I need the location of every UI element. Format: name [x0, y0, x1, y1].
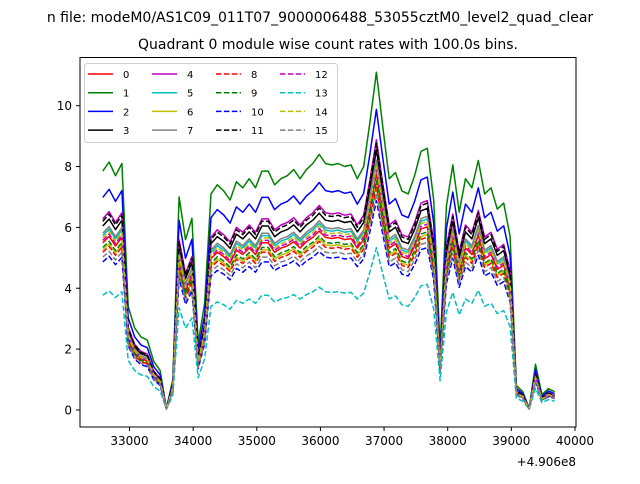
x-tick-label: 36000 [301, 434, 339, 448]
legend-label: 1 [123, 89, 129, 100]
x-tick-label: 34000 [174, 434, 212, 448]
legend-label: 0 [123, 70, 129, 81]
legend-label: 12 [315, 70, 328, 81]
legend-label: 14 [315, 107, 328, 118]
series-layer [102, 71, 555, 410]
x-tick-label: 40000 [556, 434, 594, 448]
y-tick-label: 6 [64, 221, 72, 235]
legend-label: 15 [315, 126, 328, 137]
x-tick-label: 39000 [492, 434, 530, 448]
x-tick-label: 33000 [110, 434, 148, 448]
legend-label: 7 [187, 126, 193, 137]
x-axis: 33000 34000 35000 36000 37000 38000 39000 40000 [110, 427, 594, 448]
legend-label: 3 [123, 126, 129, 137]
legend-label: 4 [187, 70, 193, 81]
legend-label: 10 [251, 107, 264, 118]
legend-label: 11 [251, 126, 264, 137]
y-tick-label: 4 [64, 282, 72, 296]
y-tick-label: 10 [57, 99, 72, 113]
series-line-13 [102, 247, 555, 410]
y-tick-label: 0 [64, 403, 72, 417]
legend-label: 13 [315, 89, 328, 100]
x-tick-label: 35000 [238, 434, 276, 448]
x-tick-label: 38000 [429, 434, 467, 448]
legend-frame [84, 63, 338, 143]
series-line-14 [102, 166, 555, 410]
legend-label: 2 [123, 107, 129, 118]
series-line-10 [102, 199, 555, 410]
x-offset-text: +4.906e8 [517, 455, 576, 469]
y-tick-label: 2 [64, 343, 72, 357]
axes-frame [79, 57, 577, 428]
legend-label: 6 [187, 107, 193, 118]
x-tick-label: 37000 [365, 434, 403, 448]
legend-label: 5 [187, 89, 193, 100]
figure-suptitle: n file: modeM0/AS1C09_011T07_9000006488_… [47, 10, 594, 26]
y-tick-label: 8 [64, 160, 72, 174]
series-line-1 [102, 71, 555, 410]
chart-title: Quadrant 0 module wise count rates with … [138, 37, 518, 53]
legend-label: 9 [251, 89, 257, 100]
series-line-15 [102, 193, 555, 410]
y-axis: 0 2 4 6 8 10 [57, 99, 80, 417]
legend-label: 8 [251, 70, 257, 81]
